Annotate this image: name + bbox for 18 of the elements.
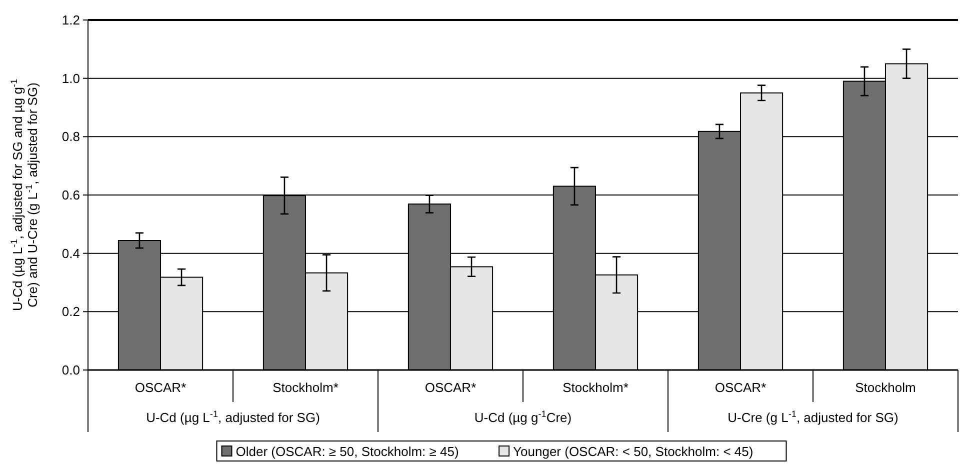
x-tick-label: Stockholm* xyxy=(562,380,628,395)
y-tick-label: 1.0 xyxy=(62,70,80,86)
y-tick-label: 0.2 xyxy=(62,304,80,320)
text: U-Cd (µg L$^{-1}$, adjusted for SG) xyxy=(146,409,320,425)
y-tick-label: 0.6 xyxy=(62,188,80,203)
y-tick-label: 0.0 xyxy=(62,362,80,378)
x-tick-label: OSCAR* xyxy=(424,380,476,395)
legend-label: Older (OSCAR: ≥ 50, Stockholm: ≥ 45) xyxy=(236,444,459,459)
x-tick-label: OSCAR* xyxy=(134,380,186,395)
text: U-Cre (g L$^{-1}$, adjusted for SG) xyxy=(728,409,898,425)
y-tick-label: 1.2 xyxy=(62,12,80,28)
y-tick-label: 0.4 xyxy=(62,246,80,261)
text: U-Cd (µg g$^{-1}$Cre) xyxy=(474,409,572,425)
legend-label: Younger (OSCAR: < 50, Stockholm: < 45) xyxy=(513,444,754,459)
x-tick-label: OSCAR* xyxy=(714,380,766,395)
x-tick-label: Stockholm* xyxy=(272,380,338,395)
x-tick-label: Stockholm xyxy=(855,380,916,395)
y-tick-label: 0.8 xyxy=(62,129,80,144)
